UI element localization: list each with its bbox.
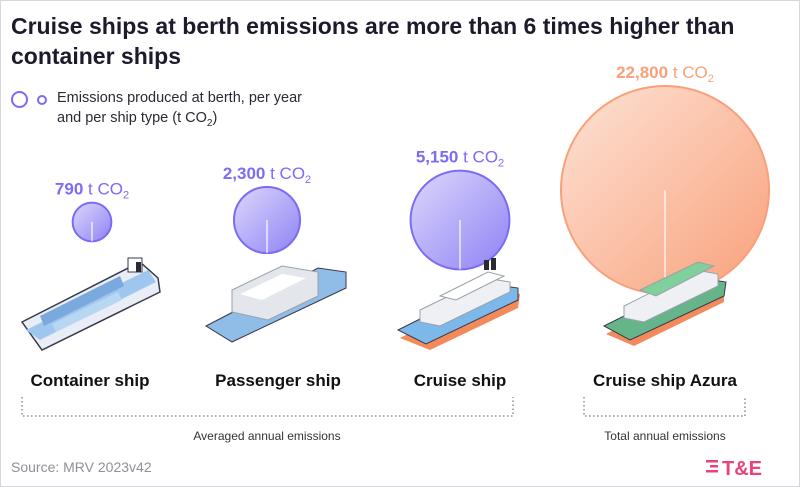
category-label-0: Container ship [30, 371, 149, 390]
cruise-ship-icon [396, 258, 520, 350]
legend-small-circle-icon [37, 95, 47, 105]
cruise-ship-azura-icon [602, 261, 727, 346]
chart-title: Cruise ships at berth emissions are more… [11, 13, 735, 69]
value-label-0: 790 t CO2 [55, 180, 129, 202]
total-bracket [583, 397, 746, 417]
value-label-2: 5,150 t CO2 [416, 148, 504, 170]
container-ship-icon [20, 257, 161, 351]
category-label-1: Passenger ship [215, 371, 341, 390]
total-group-label: Total annual emissions [604, 429, 725, 443]
te-logo: T&E [706, 458, 762, 480]
source-note: Source: MRV 2023v42 [11, 459, 152, 475]
value-label-1: 2,300 t CO2 [223, 164, 311, 186]
category-label-2: Cruise ship [414, 371, 507, 390]
averaged-bracket [21, 397, 514, 417]
averaged-group-label: Averaged annual emissions [193, 429, 340, 443]
legend-large-circle-icon [11, 91, 28, 108]
logo-text: T&E [722, 458, 762, 480]
legend-text: Emissions produced at berth, per year an… [57, 88, 317, 134]
value-label-3: 22,800 t CO2 [616, 63, 714, 85]
legend-close: ) [212, 110, 218, 126]
passenger-ship-icon [204, 265, 347, 343]
legend-sub: 2 [206, 117, 213, 129]
category-label-3: Cruise ship Azura [593, 371, 737, 390]
legend-label: Emissions produced at berth, per year an… [57, 90, 303, 126]
